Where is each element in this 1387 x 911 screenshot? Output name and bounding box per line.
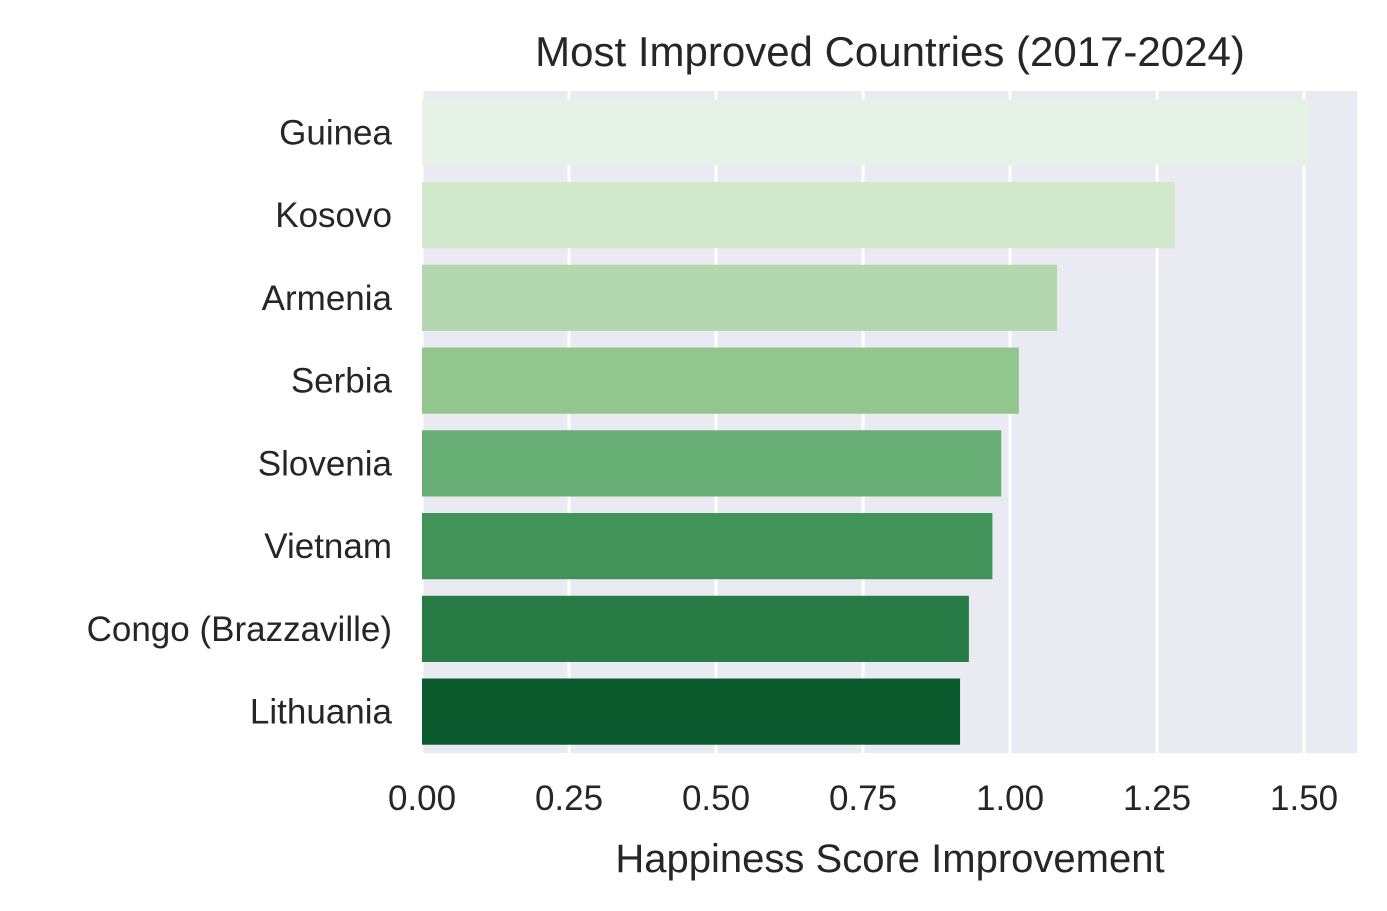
y-tick-label: Guinea <box>279 113 392 152</box>
bar-vietnam <box>422 513 993 580</box>
x-tick-label: 1.50 <box>1270 779 1338 818</box>
y-tick-label: Vietnam <box>264 527 392 566</box>
y-tick-label: Congo (Brazzaville) <box>87 610 392 649</box>
x-tick-label: 0.75 <box>829 779 897 818</box>
y-tick-labels: Guinea Kosovo Armenia Serbia Slovenia Vietnam… <box>87 113 393 731</box>
y-tick-label: Slovenia <box>258 444 393 483</box>
x-tick-label: 1.00 <box>976 779 1044 818</box>
y-tick-label: Armenia <box>262 279 393 318</box>
x-tick-labels: 0.00 0.25 0.50 0.75 1.00 1.25 1.50 <box>388 779 1338 818</box>
x-tick-label: 1.25 <box>1123 779 1191 818</box>
x-tick-label: 0.50 <box>682 779 750 818</box>
bar-slovenia <box>422 430 1002 497</box>
x-tick-label: 0.00 <box>388 779 456 818</box>
x-tick-label: 0.25 <box>535 779 603 818</box>
bar-armenia <box>422 264 1058 331</box>
chart-title: Most Improved Countries (2017-2024) <box>535 28 1245 75</box>
bar-lithuania <box>422 678 961 745</box>
bar-kosovo <box>422 182 1175 249</box>
bar-congo-brazzaville <box>422 595 969 662</box>
bar-serbia <box>422 347 1019 414</box>
y-tick-label: Kosovo <box>275 196 392 235</box>
x-axis-label: Happiness Score Improvement <box>615 837 1164 881</box>
y-tick-label: Lithuania <box>250 693 393 732</box>
y-tick-label: Serbia <box>291 362 393 401</box>
bars <box>422 99 1310 745</box>
bar-guinea <box>422 99 1310 166</box>
